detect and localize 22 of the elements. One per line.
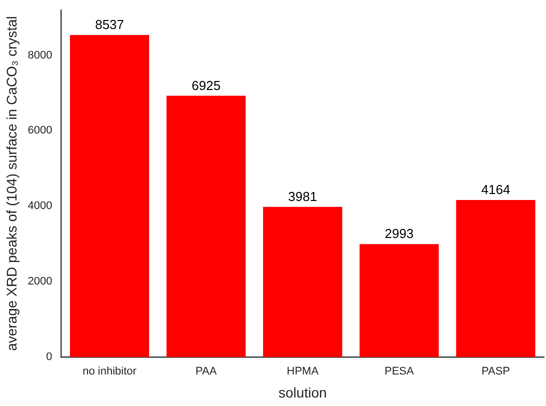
x-tick-label: PESA bbox=[384, 366, 415, 378]
data-label: 8537 bbox=[95, 17, 124, 32]
y-axis-title: average XRD peaks of (104) surface in CaCO₃ crystal bbox=[3, 16, 20, 351]
bar bbox=[263, 206, 342, 357]
data-label: 2993 bbox=[384, 226, 414, 242]
data-label: 4164 bbox=[481, 182, 510, 198]
x-tick-label: PAA bbox=[195, 366, 218, 378]
bar bbox=[360, 244, 439, 357]
bar bbox=[70, 35, 150, 357]
x-tick-label: HPMA bbox=[286, 366, 320, 378]
x-tick-label: PASP bbox=[481, 366, 510, 378]
y-tick-label: 4000 bbox=[28, 200, 52, 212]
y-tick-label: 0 bbox=[46, 351, 52, 364]
y-tick-label: 6000 bbox=[28, 124, 52, 137]
y-tick-label: 8000 bbox=[28, 49, 52, 62]
x-axis-title: solution bbox=[278, 384, 327, 400]
bar bbox=[456, 200, 536, 357]
data-label: 6925 bbox=[192, 78, 221, 93]
x-tick-label: no inhibitor bbox=[82, 366, 137, 378]
data-label: 3981 bbox=[288, 188, 318, 204]
y-tick-label: 2000 bbox=[28, 276, 52, 288]
bar bbox=[166, 96, 246, 357]
